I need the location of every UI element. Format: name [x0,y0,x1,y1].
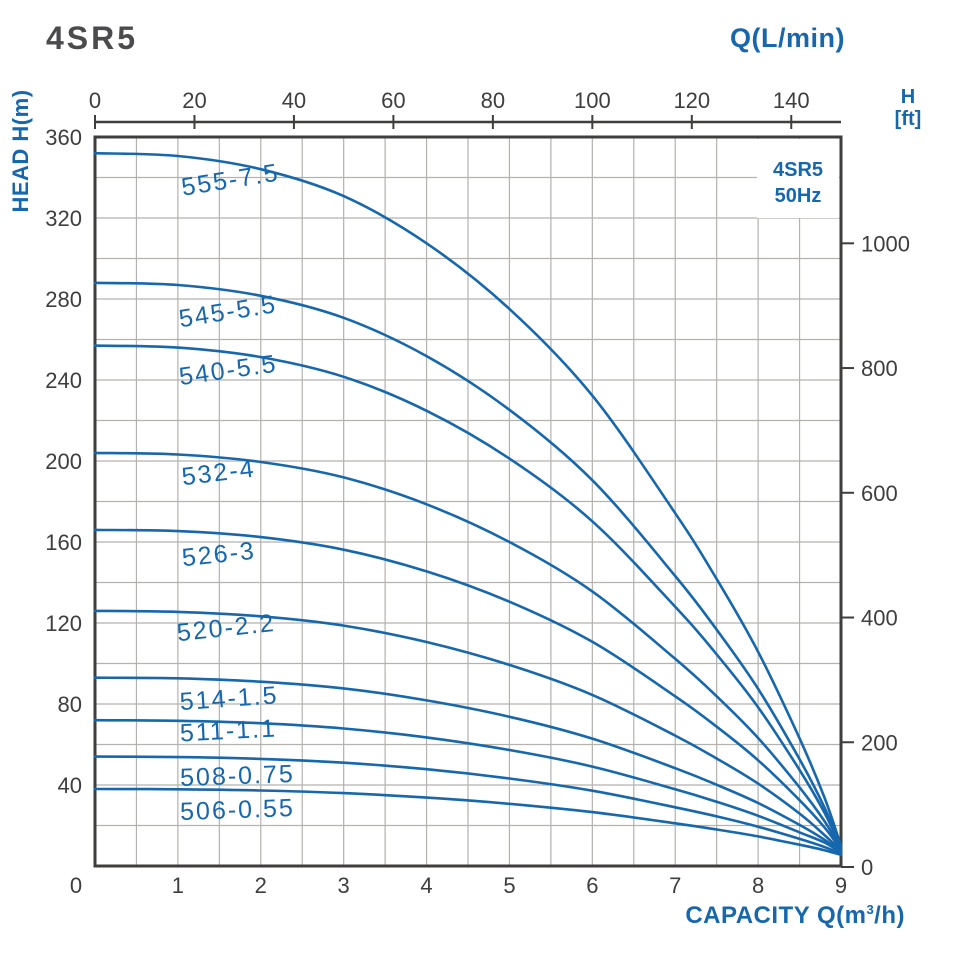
top-axis-tick-label: 140 [773,88,810,113]
curve-511-1.1 [93,718,843,855]
chart-title: 4SR5 [46,20,139,56]
right-axis-tick-label: 800 [861,356,898,381]
right-axis-title-line1: H [900,86,916,108]
bottom-axis-tick-label: 7 [669,873,681,898]
curve-label-514-1.5: 514-1.5 [179,681,280,716]
bottom-axis-tick-label: 3 [338,873,350,898]
left-axis-tick-label: 240 [45,368,82,393]
curve-label-520-2.2: 520-2.2 [176,609,277,647]
top-axis-tick-label: 20 [182,88,206,113]
top-axis-tick-label: 80 [481,88,505,113]
legend-box [757,139,839,218]
legend-model: 4SR5 [773,159,823,181]
plot-border [93,135,843,868]
curve-520-2.2 [93,609,843,853]
left-axis-tick-label: 80 [58,692,82,717]
left-axis-tick-label: 200 [45,449,82,474]
curve-label-508-0.75: 508-0.75 [180,760,296,792]
right-axis-tick-label: 400 [861,606,898,631]
left-axis-tick-label: 40 [58,773,82,798]
left-axis-tick-label: 280 [45,287,82,312]
bottom-axis-title: CAPACITY Q(m3/h) [600,902,905,930]
left-axis-tick-label: 160 [45,530,82,555]
top-axis-tick-label: 40 [282,88,306,113]
bottom-axis-title-unit: /h) [874,902,905,929]
bottom-axis-tick-label: 5 [503,873,515,898]
right-axis-title-line2: [ft] [894,108,922,130]
bottom-axis-tick-label: 2 [255,873,267,898]
left-axis-tick-label: 360 [45,125,82,150]
right-axis-tick-label: 0 [861,855,873,880]
bottom-axis-tick-label: 0 [70,873,82,898]
bottom-axis-title-sup: 3 [866,902,875,917]
right-axis-tick-label: 600 [861,481,898,506]
bottom-axis-tick-label: 9 [835,873,847,898]
curve-label-506-0.55: 506-0.55 [180,794,296,826]
curve-532-4 [93,451,843,851]
curve-545-5.5 [93,281,843,849]
bottom-axis-tick-label: 4 [420,873,432,898]
curve-540-5.5 [93,344,843,850]
right-axis-title: H [ft] [884,86,932,130]
bottom-axis-tick-label: 6 [586,873,598,898]
right-axis-tick-label: 1000 [861,231,910,256]
top-axis-title: Q(L/min) [730,23,845,53]
bottom-axis-tick-label: 8 [752,873,764,898]
legend-frequency: 50Hz [775,185,822,207]
top-axis-tick-label: 100 [574,88,611,113]
top-axis-tick-label: 120 [673,88,710,113]
curve-label-540-5.5: 540-5.5 [177,350,279,391]
left-axis-tick-label: 120 [45,611,82,636]
curve-514-1.5 [93,676,843,854]
curve-506-0.55 [93,787,843,857]
curve-508-0.75 [93,755,843,856]
curve-555-7.5 [93,151,843,848]
top-axis-tick-label: 0 [89,88,101,113]
bottom-axis-title-text: CAPACITY Q(m [685,902,867,929]
curve-label-555-7.5: 555-7.5 [179,159,281,202]
right-axis-tick-label: 200 [861,730,898,755]
left-axis-tick-label: 320 [45,206,82,231]
curve-526-3 [93,528,843,852]
curve-label-511-1.1: 511-1.1 [179,714,277,747]
curve-label-545-5.5: 545-5.5 [177,290,279,333]
top-axis-tick-label: 60 [381,88,405,113]
bottom-axis-tick-label: 1 [172,873,184,898]
curve-label-532-4: 532-4 [180,454,257,491]
